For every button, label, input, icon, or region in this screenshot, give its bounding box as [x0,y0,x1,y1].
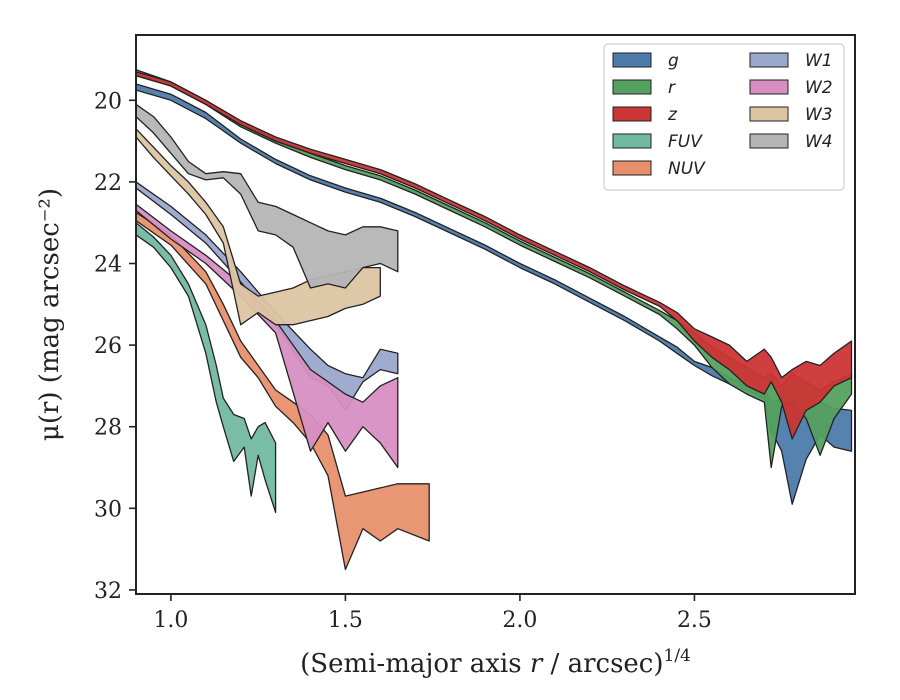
y-tick-label: 20 [94,89,122,114]
legend-swatch-fuv [612,133,652,149]
plot-frame [135,34,856,595]
series-band-w3 [136,128,381,326]
series-layer [136,69,853,571]
legend-label-z: z [667,105,678,125]
y-tick-label: 22 [94,171,122,196]
y-tick-label: 32 [94,579,122,604]
legend-swatch-nuv [612,160,652,176]
series-band-fuv [136,222,277,514]
legend-swatch-w1 [749,52,789,68]
legend-label-w1: W1 [805,51,833,71]
series-band-r [136,69,853,469]
legend-label-w2: W2 [805,78,833,98]
legend-swatch-w3 [749,106,789,122]
legend-label-w4: W4 [805,132,833,152]
legend-swatch-z [612,106,652,122]
series-band-z [136,71,853,440]
legend-label-r: r [668,78,676,98]
x-axis-label: (Semi-major axis r / arcsec)1/4 [300,646,691,679]
series-band-nuv [136,211,430,571]
legend-label-fuv: FUV [668,132,703,152]
x-tick-label: 2.5 [677,608,712,633]
series-band-w4 [136,103,399,289]
legend-label-nuv: NUV [668,159,706,179]
legend-swatch-r [612,79,652,95]
legend-label-g: g [668,51,679,71]
y-tick-label: 28 [94,416,122,441]
x-tick-label: 1.5 [328,608,363,633]
legend-swatch-g [612,52,652,68]
y-axis-label: μ(r) (mag arcsec⁻²) [35,188,65,441]
y-tick-label: 30 [94,497,122,522]
y-tick-label: 24 [94,252,122,277]
x-tick-label: 2.0 [502,608,537,633]
legend: grz FUV NUV W1 W2 W3 W4 [603,43,845,191]
x-tick-label: 1.0 [153,608,188,633]
axes-layer: 1.0 1.5 2.0 2.5 20 22 24 26 28 30 32 [94,89,712,633]
legend-swatch-w2 [749,79,789,95]
legend-label-w3: W3 [805,105,833,125]
y-tick-label: 26 [94,334,122,359]
series-band-g [136,83,853,505]
legend-swatch-w4 [749,133,789,149]
